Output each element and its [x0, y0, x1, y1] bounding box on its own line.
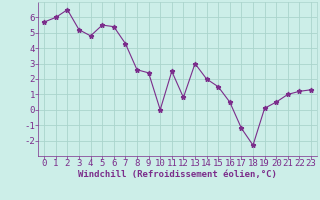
X-axis label: Windchill (Refroidissement éolien,°C): Windchill (Refroidissement éolien,°C) — [78, 170, 277, 179]
